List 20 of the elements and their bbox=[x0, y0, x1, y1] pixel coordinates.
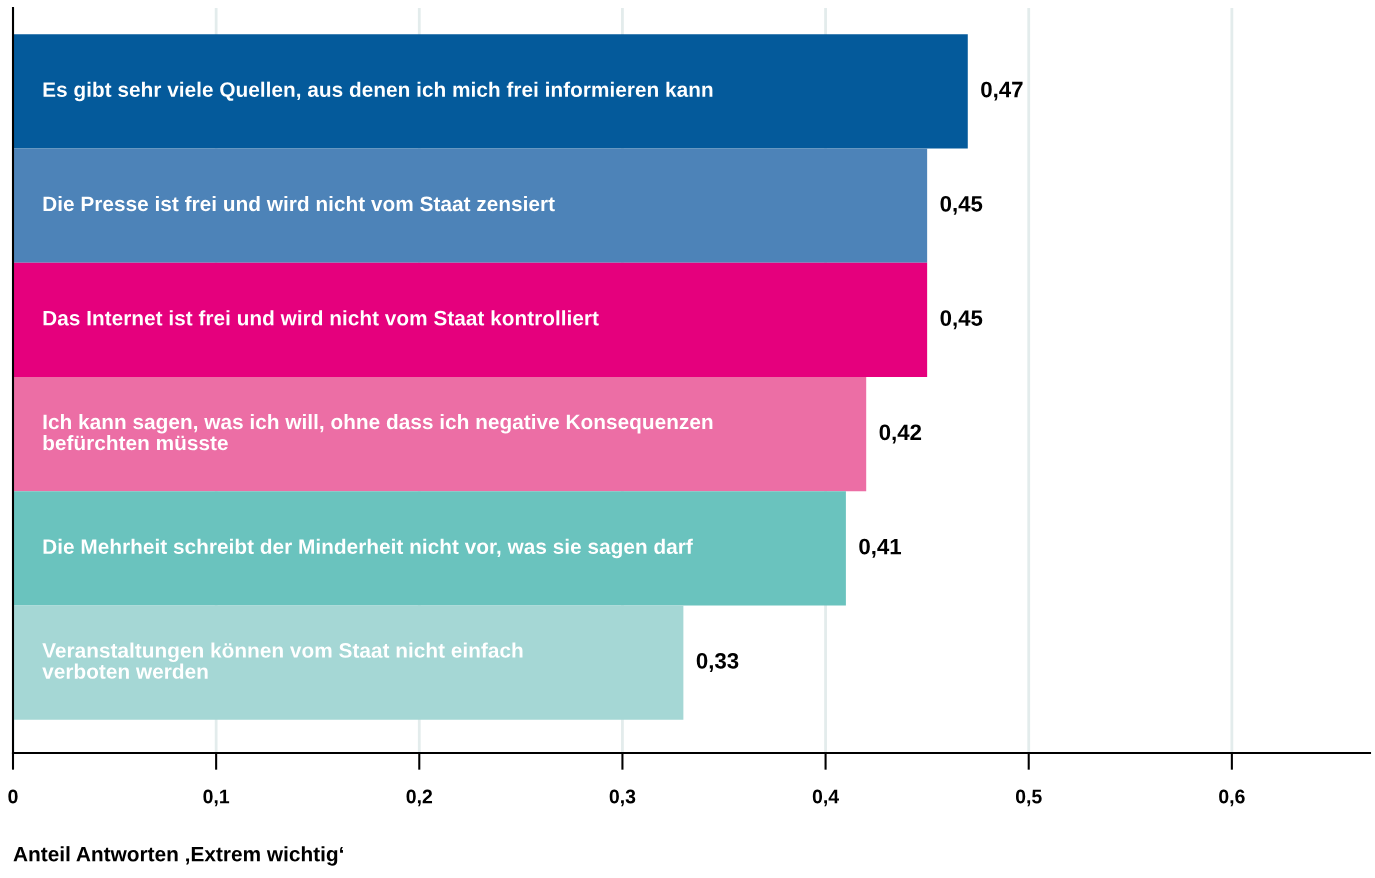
x-tick-label: 0,4 bbox=[812, 789, 839, 807]
y-tick-label: Die Mehrheit schreibt der Minderheit nicht vor, was sie sagen darf bbox=[43, 538, 693, 559]
x-tick-label: 0,5 bbox=[1015, 789, 1042, 807]
x-tick-label: 0,1 bbox=[203, 789, 230, 807]
y-tick-label: Das Internet ist frei und wird nicht vom Staat kontrolliert bbox=[43, 310, 599, 326]
data-label: 0,33 bbox=[696, 652, 739, 672]
x-tick-label: 0,6 bbox=[1219, 789, 1245, 807]
data-label: 0,42 bbox=[879, 424, 922, 444]
y-tick-label: Die Presse ist frei und wird nicht vom Staat zensiert bbox=[43, 195, 555, 212]
x-tick-label: 0,2 bbox=[406, 789, 433, 807]
x-tick-label: 0 bbox=[8, 789, 18, 804]
y-tick-label: Es gibt sehr viele Quellen, aus denen ich mich frei informieren kann bbox=[43, 81, 713, 102]
x-tick-label: 0,3 bbox=[609, 789, 636, 807]
data-label: 0,45 bbox=[940, 310, 983, 330]
data-label: 0,41 bbox=[859, 538, 902, 558]
x-axis-title: Anteil Antworten ‚Extrem wichtig‘ bbox=[13, 846, 344, 866]
y-tick-label: Ich kann sagen, was ich will, ohne dass ich negative Konsequenzen befürchten müsste bbox=[43, 413, 713, 451]
data-label: 0,47 bbox=[981, 81, 1023, 101]
data-label: 0,45 bbox=[940, 195, 983, 215]
y-tick-label: Veranstaltungen können vom Staat nicht einfach verboten werden bbox=[42, 642, 523, 679]
